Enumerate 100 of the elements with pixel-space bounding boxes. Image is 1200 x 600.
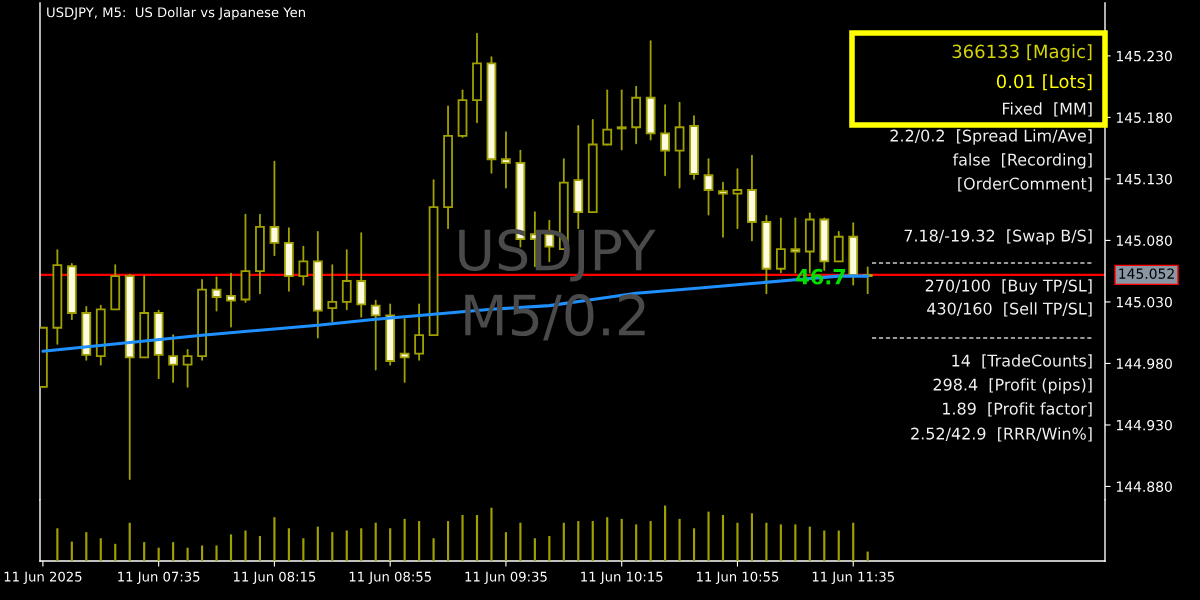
bar: [808, 526, 811, 561]
candlestick: [370, 299, 381, 371]
bar: [172, 542, 175, 561]
x-tick-label: 11 Jun 09:35: [465, 571, 547, 585]
chart-title: USDJPY, M5: US Dollar vs Japanese Yen: [47, 7, 305, 20]
bar: [85, 532, 88, 561]
candlestick: [602, 89, 613, 146]
bar: [244, 530, 247, 561]
bar: [823, 530, 826, 561]
bar: [345, 530, 348, 561]
candlestick: [399, 318, 410, 383]
candlestick: [616, 89, 627, 151]
bar: [664, 505, 667, 561]
x-tick-label: 11 Jun 10:55: [697, 571, 779, 585]
candlestick: [674, 101, 685, 189]
bar: [56, 528, 59, 561]
bar: [649, 521, 652, 561]
candlestick: [356, 232, 367, 318]
bar: [215, 545, 218, 561]
bar: [779, 524, 782, 561]
annotation: 1.89 [Profit factor]: [943, 402, 1092, 417]
annotation: [OrderComment]: [958, 177, 1092, 192]
annotation: 270/100 [Buy TP/SL]: [925, 279, 1092, 295]
y-tick-label: 145.180: [1116, 112, 1172, 123]
candlestick: [341, 249, 352, 311]
y-tick-label: 144.980: [1116, 358, 1172, 369]
bar: [258, 536, 262, 561]
bar: [721, 514, 725, 561]
candlestick: [327, 264, 338, 323]
bar: [99, 538, 102, 561]
candlestick: [414, 303, 425, 361]
bar: [461, 514, 464, 561]
bar: [562, 522, 565, 561]
bar: [475, 514, 479, 561]
annotation: 46.7: [796, 268, 846, 285]
bar: [591, 521, 594, 561]
bar: [374, 522, 377, 561]
bar: [837, 530, 840, 561]
annotation: 298.4 [Profit (pips)]: [933, 378, 1092, 394]
bar: [866, 551, 869, 561]
annotation: M5/0.2: [465, 294, 645, 341]
y-tick-label: 145.130: [1116, 173, 1172, 185]
bar: [360, 528, 363, 561]
bar: [128, 522, 131, 561]
bar: [678, 518, 681, 561]
bar: [273, 517, 276, 561]
annotation: 7.18/-19.32 [Swap B/S]: [904, 229, 1092, 245]
bar: [200, 545, 204, 561]
annotation: Fixed [MM]: [1003, 102, 1092, 117]
candlestick: [703, 158, 714, 216]
bar: [852, 522, 855, 561]
candlestick: [501, 131, 511, 189]
bar: [143, 542, 146, 561]
annotation: 430/160 [Sell TP/SL]: [927, 302, 1092, 317]
bar: [229, 534, 233, 561]
candlestick: [211, 276, 222, 312]
x-tick-label: 11 Jun 11:35: [812, 571, 894, 585]
bar: [765, 522, 768, 561]
bar: [70, 541, 73, 561]
bar: [620, 518, 623, 561]
bar: [287, 528, 290, 561]
x-tick-label: 11 Jun 10:15: [581, 571, 663, 585]
bar: [606, 517, 609, 561]
y-tick-label: 145.080: [1116, 235, 1172, 246]
bar: [794, 524, 797, 561]
candlestick: [732, 168, 743, 230]
bar: [707, 511, 710, 561]
ref-line-label: 145.052: [1119, 268, 1174, 279]
bar: [302, 538, 305, 561]
candlestick: [298, 245, 309, 286]
bar: [736, 522, 739, 561]
x-tick-label: 11 Jun 2025: [4, 571, 82, 585]
annotation: 0.01 [Lots]: [996, 74, 1092, 91]
candlestick: [226, 272, 236, 328]
bar: [519, 522, 522, 561]
bar: [186, 547, 189, 561]
bar: [316, 526, 319, 561]
candlestick: [660, 104, 670, 177]
candlestick: [168, 334, 179, 383]
candlestick: [269, 160, 280, 257]
bar: [432, 538, 435, 561]
annotation: 366133 [Magic]: [952, 44, 1092, 62]
bar: [692, 528, 696, 561]
bar: [114, 543, 117, 561]
bar: [548, 536, 551, 561]
candlestick: [182, 349, 193, 388]
annotation: false [Recording]: [952, 153, 1092, 169]
candlestick: [775, 217, 786, 274]
bar: [389, 528, 392, 561]
bar: [750, 513, 754, 561]
bar: [446, 521, 450, 561]
x-tick-label: 11 Jun 08:55: [349, 571, 431, 585]
bar: [490, 507, 493, 561]
y-tick-label: 145.230: [1116, 50, 1172, 62]
bar: [504, 532, 508, 561]
x-tick-label: 11 Jun 07:35: [118, 571, 200, 585]
annotation: USDJPY: [459, 229, 656, 282]
bar: [418, 521, 421, 561]
bar: [533, 538, 536, 561]
y-tick-label: 145.030: [1116, 296, 1172, 308]
